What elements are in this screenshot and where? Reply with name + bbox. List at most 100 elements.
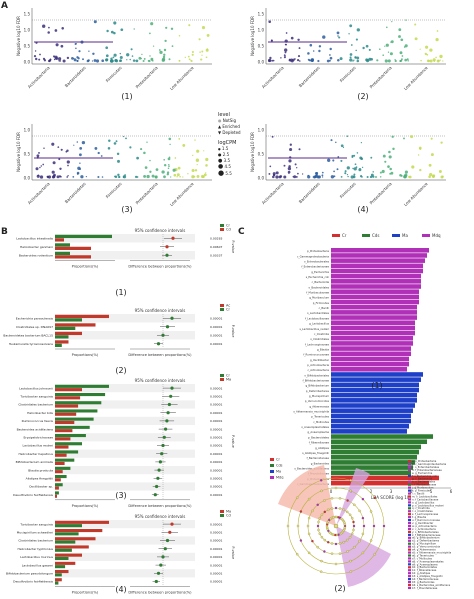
data-point [387, 59, 391, 63]
data-point [284, 51, 287, 54]
data-point [391, 135, 394, 138]
lefse-legend-swatch [362, 234, 370, 237]
feature-label: Desulfovibrio fairfieldensis [13, 580, 53, 584]
data-point [199, 51, 201, 53]
data-point [133, 28, 135, 30]
clade-node [338, 552, 342, 555]
clade-node [358, 539, 361, 543]
effect-point [161, 443, 165, 448]
proportion-bar [55, 409, 98, 413]
proportion-bar [55, 340, 69, 344]
feature-label: Lactobacillus murinus [20, 555, 53, 559]
clado-key-label: u: f_Ruminococcaceae [412, 518, 440, 522]
manhattan-sublabel-4: (4) [357, 205, 369, 214]
clado-key-swatch [408, 460, 411, 463]
data-point [171, 45, 174, 47]
legend-swatch [220, 378, 224, 381]
pvalue-label: 0.00001 [210, 411, 222, 415]
data-point [289, 60, 292, 62]
pvalue-label: 0.00001 [210, 460, 222, 464]
data-point [108, 139, 111, 143]
clado-key-swatch [408, 539, 411, 542]
data-point [351, 156, 354, 158]
clade-node [311, 509, 314, 513]
data-point [149, 32, 151, 35]
clado-key-label: a5: s_Akkermansia_muciniphila [412, 550, 452, 554]
effect-point [159, 563, 163, 567]
data-point [72, 176, 75, 178]
pvalue-label: 0.00001 [210, 444, 222, 448]
clado-key-swatch [408, 554, 411, 557]
lda-bar [331, 434, 433, 439]
clado-key-swatch [408, 551, 411, 554]
clade-node [358, 509, 361, 513]
x-tick-label: Low Abundance [403, 181, 429, 207]
legend-swatch [220, 228, 224, 231]
data-point [355, 49, 357, 52]
clado-key-label: z: f_Bifidobacteriaceae [412, 533, 441, 537]
y-tick-label: 1.0 [258, 28, 265, 33]
data-point [179, 175, 181, 178]
clade-node [361, 551, 365, 555]
lda-feature-label: p_Firmicutes [313, 301, 330, 305]
data-point [37, 174, 40, 177]
clado-key-swatch [408, 504, 411, 507]
data-point [125, 137, 127, 140]
data-point [143, 57, 146, 60]
data-point [296, 167, 298, 169]
clado-legend-label: Cds [276, 464, 283, 468]
legend-swatch [220, 514, 224, 517]
data-point [36, 154, 40, 158]
data-point [115, 140, 118, 143]
proportion-bar [55, 318, 82, 322]
data-point [326, 59, 330, 63]
lda-axis-title: LDA SCORE (log 10) [371, 495, 411, 500]
data-point [82, 58, 84, 61]
row-band [55, 314, 195, 323]
pvalue-label: 0.00001 [210, 531, 222, 535]
lda-bar [331, 248, 429, 253]
data-point [167, 167, 170, 169]
ci-title: 95% confidence intervals [135, 308, 186, 313]
data-point [43, 147, 45, 150]
lda-bar [331, 449, 419, 455]
lda-feature-label: c_Mollicutes [313, 420, 329, 424]
data-point [75, 47, 77, 50]
x-tick-label: Low Abundance [169, 65, 195, 91]
data-point [164, 39, 167, 43]
x-tick-label: Actinobacteria [27, 181, 51, 205]
clado-key-label: m: o_Lactobacillales [412, 494, 438, 498]
data-point [404, 58, 408, 62]
proportion-bar [55, 412, 77, 416]
clade-root [333, 523, 339, 529]
lda-feature-label: f_Bacteroidaceae [307, 456, 330, 460]
data-point [78, 153, 82, 157]
clado-key-swatch [408, 510, 411, 513]
clade-node [349, 559, 352, 563]
lda-bar [331, 351, 411, 357]
panel-label-b: B [1, 227, 8, 237]
data-point [347, 175, 349, 178]
proportion-axis-title: Proportions(%) [72, 591, 99, 595]
data-point [122, 135, 125, 138]
clade-node [346, 499, 349, 502]
data-point [355, 38, 358, 41]
data-point [338, 36, 341, 39]
data-point [379, 176, 382, 178]
data-point [178, 59, 181, 62]
data-point [168, 163, 170, 166]
clado-legend-swatch [270, 458, 274, 461]
data-point [66, 160, 70, 164]
data-point [39, 175, 44, 179]
row-band [55, 552, 195, 561]
row-band [55, 384, 195, 393]
proportion-bar [55, 478, 61, 482]
lda-bar [331, 263, 423, 269]
clado-key-label: c: o_Enterobacterales [412, 465, 440, 469]
feature-label: Desulfovibrio fairfieldensis [13, 493, 53, 497]
lda-feature-label: o_Enterobacterales [304, 259, 330, 263]
proportion-bar [55, 417, 94, 421]
clado-key-swatch [408, 477, 411, 480]
data-point [425, 45, 429, 49]
data-point [407, 60, 409, 62]
